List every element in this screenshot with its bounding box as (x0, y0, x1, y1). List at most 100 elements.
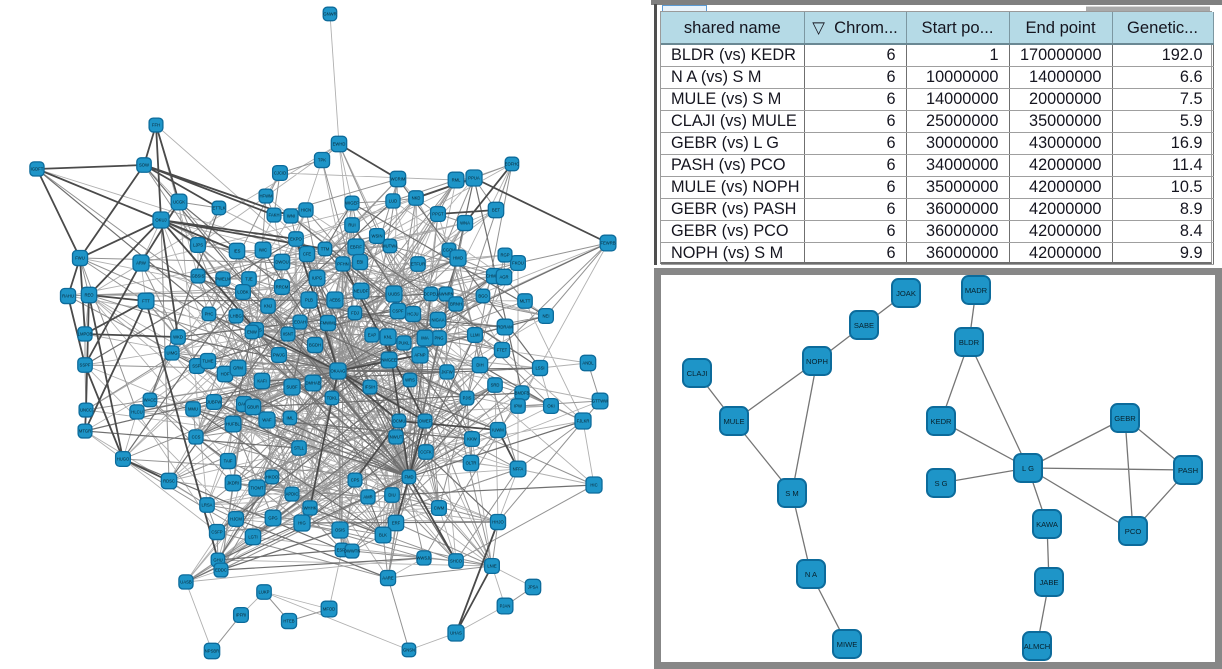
svg-text:BET: BET (492, 208, 501, 213)
svg-text:AEBS: AEBS (329, 298, 340, 303)
svg-text:AWNRN: AWNRN (438, 292, 454, 297)
svg-text:SRD: SRD (491, 383, 500, 388)
svg-text:MFOD: MFOD (323, 607, 335, 612)
svg-text:JKFW: JKFW (441, 370, 452, 375)
svg-text:WACE: WACE (144, 398, 157, 403)
svg-text:WKD: WKD (173, 335, 183, 340)
svg-text:SSPI: SSPI (192, 364, 202, 369)
svg-text:UUBS: UUBS (388, 292, 400, 297)
svg-text:ETTLK: ETTLK (212, 206, 225, 211)
svg-text:SSPF: SSPF (80, 363, 91, 368)
svg-text:ESFT: ESFT (337, 548, 348, 553)
svg-text:EBFIF: EBFIF (350, 245, 362, 250)
svg-text:PJIS: PJIS (463, 396, 472, 401)
svg-text:TAIF: TAIF (224, 459, 233, 464)
svg-text:TPK: TPK (318, 158, 326, 163)
svg-text:OKI: OKI (547, 404, 554, 409)
svg-text:LRSA: LRSA (202, 503, 213, 508)
svg-text:HUGO: HUGO (117, 457, 130, 462)
svg-text:CWM: CWM (434, 506, 445, 511)
svg-text:ARW: ARW (136, 261, 146, 266)
svg-text:MIWE: MIWE (837, 640, 858, 649)
svg-text:LOBK: LOBK (237, 290, 248, 295)
svg-text:GNSN: GNSN (403, 648, 415, 653)
svg-text:IMA: IMA (421, 336, 429, 341)
svg-text:UCGK: UCGK (173, 200, 185, 205)
svg-text:BRNH: BRNH (450, 302, 462, 307)
svg-text:HFWM: HFWM (259, 194, 273, 199)
svg-text:FKOU: FKOU (512, 261, 524, 266)
svg-text:EKPO: EKPO (290, 237, 302, 242)
svg-text:PHC: PHC (205, 312, 214, 317)
svg-text:JABE: JABE (1040, 578, 1059, 587)
svg-text:FMD: FMD (404, 475, 413, 480)
svg-text:LGTI: LGTI (248, 535, 257, 540)
svg-text:PFHN: PFHN (337, 262, 348, 267)
svg-text:LLMI: LLMI (470, 333, 479, 338)
svg-text:BGDH: BGDH (309, 343, 321, 348)
svg-text:IISNT: IISNT (283, 332, 294, 337)
svg-text:CHMME: CHMME (486, 274, 502, 279)
svg-text:WNA: WNA (460, 221, 470, 226)
svg-text:WIGEF: WIGEF (345, 201, 359, 206)
svg-text:BGO: BGO (478, 294, 488, 299)
svg-text:CLAJI: CLAJI (687, 369, 708, 378)
svg-text:MLTT: MLTT (520, 299, 531, 304)
svg-text:DCPEU: DCPEU (424, 292, 439, 297)
svg-text:OAGR: OAGR (238, 402, 250, 407)
svg-text:GHU: GHU (213, 558, 222, 563)
svg-text:RML: RML (452, 178, 462, 183)
svg-text:ERF: ERF (392, 521, 401, 526)
svg-text:HHJO: HHJO (492, 520, 504, 525)
svg-text:IES: IES (234, 249, 241, 254)
svg-text:RAHU: RAHU (62, 294, 74, 299)
svg-text:NPSBR: NPSBR (205, 649, 219, 654)
svg-text:LNIE: LNIE (487, 564, 497, 569)
svg-text:NEI: NEI (543, 314, 550, 319)
svg-text:EWHD: EWHD (333, 142, 346, 147)
svg-text:JPSA: JPSA (528, 585, 539, 590)
svg-text:WCRIM: WCRIM (391, 177, 406, 182)
svg-text:PWJG: PWJG (273, 353, 285, 358)
svg-text:GBSIS: GBSIS (192, 274, 205, 279)
svg-text:ANDL: ANDL (582, 361, 594, 366)
svg-text:PNG: PNG (434, 336, 443, 341)
svg-text:RDRAM: RDRAM (497, 325, 513, 330)
svg-text:OKUJ: OKUJ (155, 218, 166, 223)
svg-text:PJAN: PJAN (500, 604, 511, 609)
svg-text:MMU: MMU (188, 407, 198, 412)
svg-text:MADR: MADR (965, 286, 988, 295)
svg-text:WSIN: WSIN (372, 234, 383, 239)
svg-text:S G: S G (934, 479, 947, 488)
svg-text:EOFHC: EOFHC (505, 162, 520, 167)
svg-text:TTM: TTM (321, 247, 330, 252)
svg-text:LUD: LUD (389, 199, 397, 204)
svg-text:IPW: IPW (514, 404, 522, 409)
svg-text:OLTR: OLTR (466, 461, 477, 466)
svg-text:UNCC: UNCC (80, 408, 92, 413)
svg-text:PLB: PLB (305, 298, 313, 303)
svg-text:IGDFT: IGDFT (31, 167, 44, 172)
svg-text:CSFP: CSFP (211, 530, 222, 535)
svg-text:REO: REO (84, 293, 94, 298)
svg-text:EAP: EAP (368, 333, 377, 338)
svg-text:MULE: MULE (723, 417, 744, 426)
svg-text:IPFRI: IPFRI (236, 613, 247, 618)
svg-text:LMPOB: LMPOB (78, 332, 93, 337)
svg-text:DMHAB: DMHAB (305, 381, 320, 386)
svg-text:AARE: AARE (382, 576, 394, 581)
svg-text:HCJU: HCJU (407, 312, 418, 317)
svg-text:GTTWW: GTTWW (592, 399, 608, 404)
svg-text:LJPS: LJPS (193, 243, 203, 248)
svg-text:IUWM: IUWM (492, 428, 504, 433)
svg-text:RGP: RGP (500, 253, 509, 258)
svg-text:NKD: NKD (412, 196, 421, 201)
svg-text:HJCM: HJCM (230, 517, 242, 522)
svg-text:TJE: TJE (245, 277, 253, 282)
svg-text:HLCU: HLCU (131, 410, 142, 415)
svg-text:LHBG: LHBG (230, 314, 241, 319)
svg-text:KNL: KNL (384, 335, 393, 340)
svg-text:RRCM: RRCM (276, 285, 289, 290)
svg-text:KAFI: KAFI (257, 379, 266, 384)
svg-text:LUKP: LUKP (259, 590, 270, 595)
